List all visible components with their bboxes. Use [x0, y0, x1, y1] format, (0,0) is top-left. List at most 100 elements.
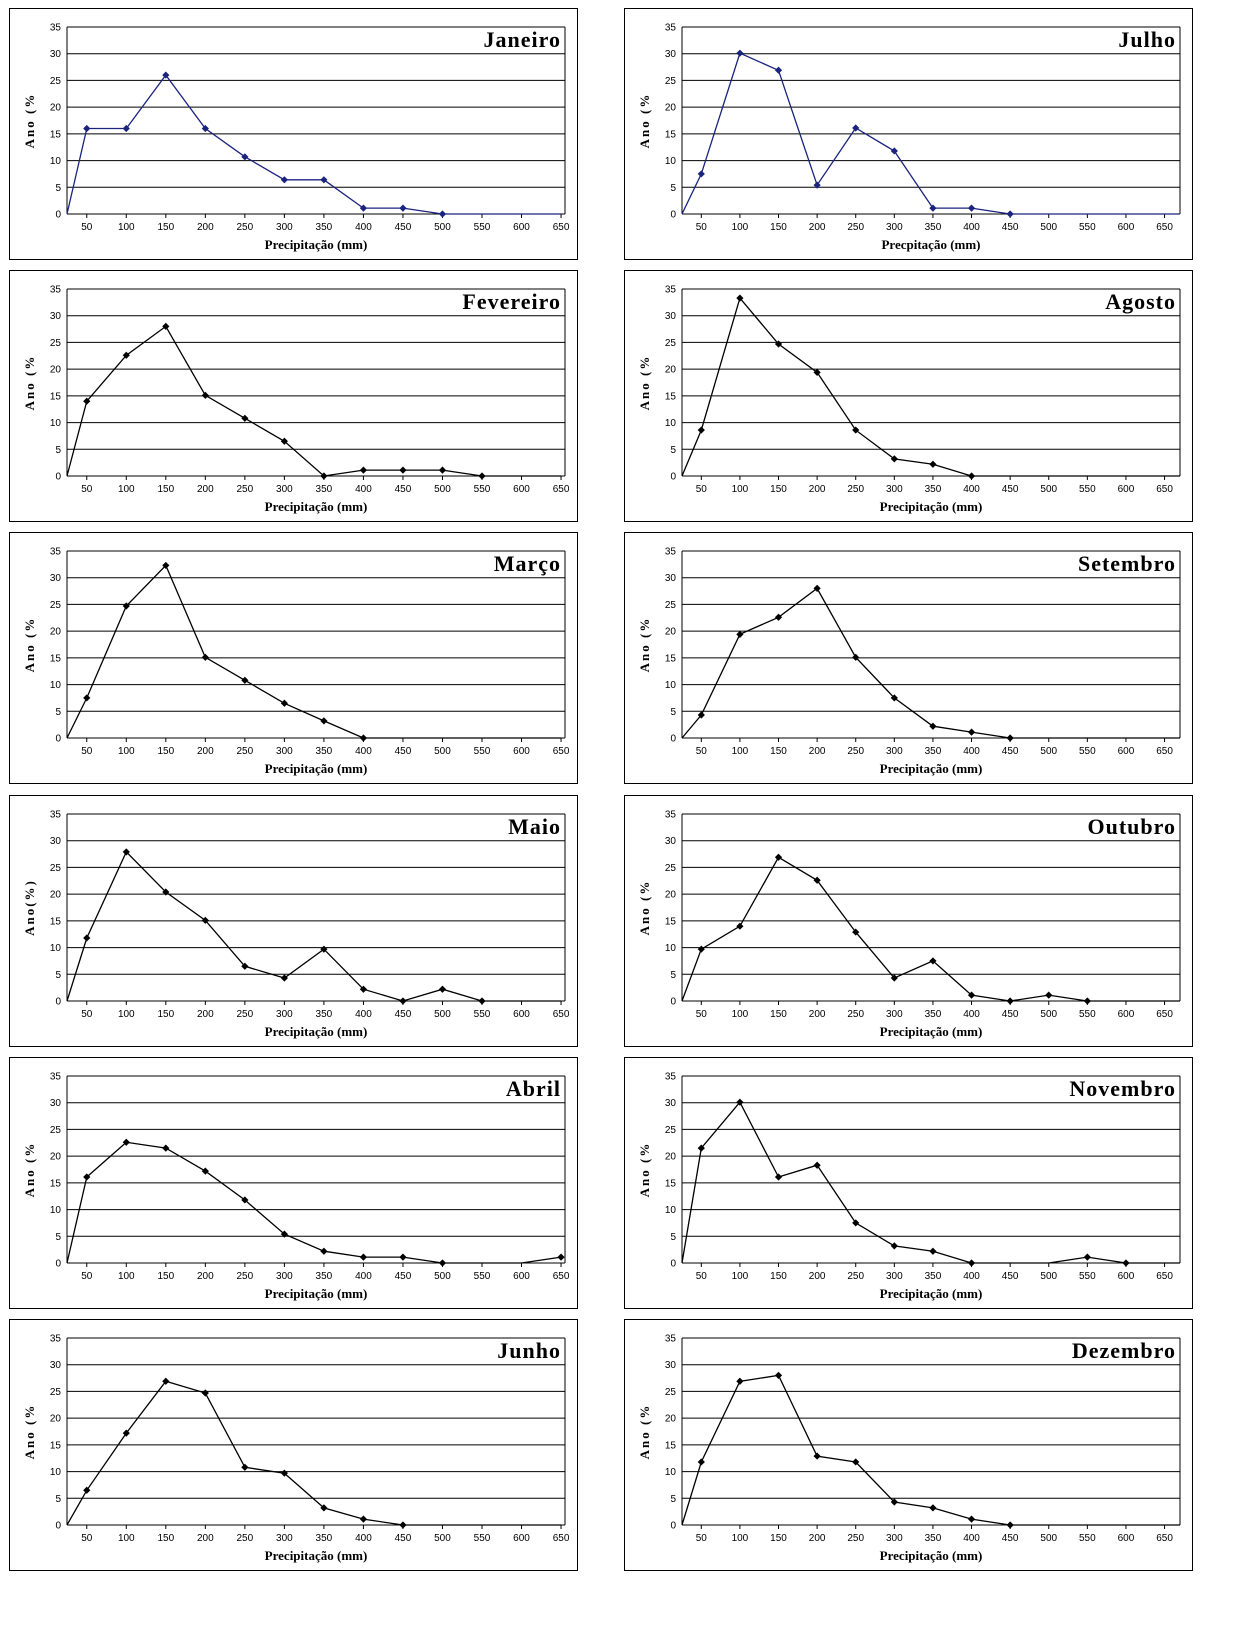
data-point — [162, 1377, 170, 1385]
y-axis-label: Ano (% — [637, 355, 652, 411]
chart-title: Março — [494, 551, 561, 576]
x-tick-label: 300 — [886, 222, 903, 233]
data-point — [122, 1138, 130, 1146]
x-tick-label: 200 — [197, 484, 214, 495]
data-point — [1006, 997, 1014, 1005]
x-tick-label: 400 — [963, 222, 980, 233]
y-tick-label: 15 — [50, 129, 62, 140]
data-point — [83, 934, 91, 942]
x-tick-label: 550 — [474, 484, 491, 495]
data-point — [320, 945, 328, 953]
x-tick-label: 450 — [395, 1271, 412, 1282]
x-tick-label: 650 — [553, 222, 570, 233]
x-axis-label: Precipitação (mm) — [265, 1286, 368, 1301]
x-tick-label: 350 — [316, 1009, 333, 1020]
y-tick-label: 20 — [665, 1414, 677, 1425]
x-tick-label: 550 — [1079, 746, 1096, 757]
chart-panel-setembro: 0 5 10 15 20 25 30 35 50 100 150 200 250 300 350 400 450… — [624, 532, 1193, 784]
x-tick-label: 350 — [316, 1271, 333, 1282]
x-tick-label: 250 — [237, 1009, 254, 1020]
x-tick-label: 250 — [237, 222, 254, 233]
x-tick-label: 350 — [316, 746, 333, 757]
y-tick-label: 15 — [665, 1178, 677, 1189]
data-point — [929, 460, 937, 468]
data-point — [852, 1458, 860, 1466]
x-tick-label: 650 — [553, 484, 570, 495]
data-point — [1006, 1521, 1014, 1529]
y-tick-label: 5 — [55, 1494, 61, 1505]
y-tick-label: 5 — [55, 183, 61, 194]
x-tick-label: 50 — [81, 484, 93, 495]
x-tick-label: 400 — [355, 1271, 372, 1282]
x-tick-label: 650 — [1156, 484, 1173, 495]
y-tick-label: 0 — [55, 210, 61, 221]
x-tick-label: 550 — [1079, 1271, 1096, 1282]
x-tick-label: 400 — [963, 1271, 980, 1282]
y-tick-label: 25 — [665, 76, 677, 87]
x-axis-label: Precipitação (mm) — [880, 1548, 983, 1563]
y-tick-label: 5 — [670, 970, 676, 981]
x-tick-label: 450 — [395, 746, 412, 757]
y-tick-label: 10 — [50, 1467, 62, 1478]
x-tick-label: 300 — [886, 484, 903, 495]
data-point — [241, 153, 249, 161]
y-axis-label: Ano (% — [22, 617, 37, 673]
x-tick-label: 100 — [118, 1271, 135, 1282]
data-point — [852, 1219, 860, 1227]
data-point — [162, 1144, 170, 1152]
data-point — [697, 1458, 705, 1466]
x-tick-label: 250 — [847, 1271, 864, 1282]
data-point — [890, 694, 898, 702]
x-tick-label: 200 — [197, 746, 214, 757]
x-tick-label: 300 — [276, 1009, 293, 1020]
x-tick-label: 500 — [434, 1009, 451, 1020]
y-tick-label: 35 — [50, 1334, 62, 1345]
data-point — [280, 176, 288, 184]
y-tick-label: 10 — [50, 156, 62, 167]
y-tick-label: 30 — [665, 836, 677, 847]
x-tick-label: 300 — [276, 1533, 293, 1544]
data-point — [201, 653, 209, 661]
data-point — [241, 414, 249, 422]
data-point — [122, 1429, 130, 1437]
series-line — [681, 1374, 1180, 1526]
y-tick-label: 0 — [670, 1521, 676, 1532]
x-tick-label: 600 — [513, 222, 530, 233]
x-tick-label: 100 — [732, 222, 749, 233]
y-tick-label: 25 — [50, 1387, 62, 1398]
y-tick-label: 25 — [50, 1125, 62, 1136]
y-tick-label: 0 — [55, 1259, 61, 1270]
x-tick-label: 100 — [732, 746, 749, 757]
x-tick-label: 650 — [1156, 1009, 1173, 1020]
data-point — [890, 455, 898, 463]
x-tick-label: 50 — [81, 746, 93, 757]
data-point — [201, 391, 209, 399]
x-tick-label: 400 — [355, 746, 372, 757]
y-tick-label: 0 — [670, 210, 676, 221]
data-point — [813, 1452, 821, 1460]
data-point — [813, 368, 821, 376]
chart-title: Julho — [1118, 27, 1176, 52]
y-tick-label: 25 — [50, 863, 62, 874]
x-tick-label: 300 — [886, 1271, 903, 1282]
y-tick-label: 10 — [50, 943, 62, 954]
data-point — [162, 561, 170, 570]
chart-title: Janeiro — [484, 27, 561, 52]
chart-panel-dezembro: 0 5 10 15 20 25 30 35 50 100 150 200 250 300 350 400 450… — [624, 1319, 1193, 1571]
data-point — [280, 1230, 288, 1238]
data-point — [359, 734, 368, 742]
data-point — [162, 71, 170, 79]
chart-svg-setembro: 0 5 10 15 20 25 30 35 50 100 150 200 250 300 350 400 450… — [637, 547, 1181, 776]
y-tick-label: 25 — [50, 338, 62, 349]
x-tick-label: 150 — [770, 484, 787, 495]
chart-svg-janeiro: 0 5 10 15 20 25 30 35 50 100 150 200 250 300 350 400 450… — [22, 23, 570, 253]
data-point — [736, 1377, 744, 1385]
data-point — [438, 1259, 447, 1267]
y-tick-label: 20 — [50, 365, 62, 376]
y-tick-label: 35 — [50, 285, 62, 296]
series-line — [681, 856, 1180, 1002]
data-point — [399, 997, 407, 1005]
y-tick-label: 0 — [670, 734, 676, 745]
data-point — [438, 210, 447, 218]
data-point — [201, 1389, 209, 1397]
